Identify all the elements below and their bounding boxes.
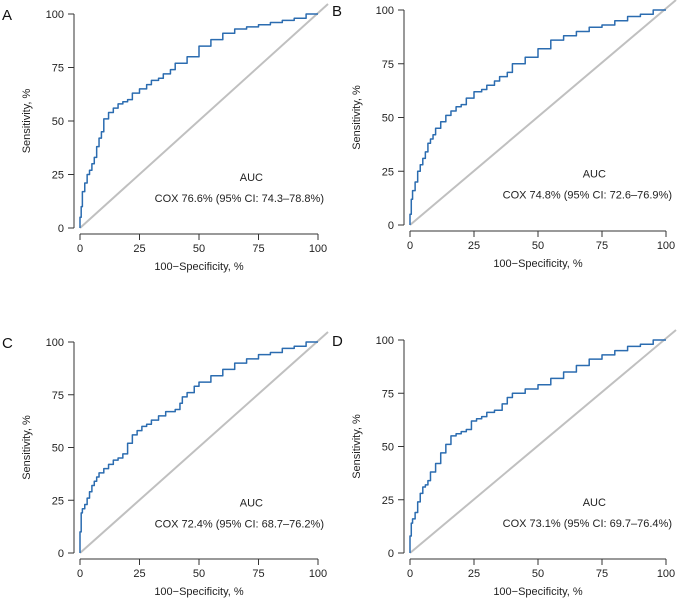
y-tick-label: 100 — [46, 337, 64, 349]
x-axis-label: 100−Specificity, % — [493, 586, 583, 598]
auc-text: COX 74.8% (95% CI: 72.6–76.9%) — [503, 190, 672, 202]
y-tick-label: 75 — [52, 63, 64, 75]
auc-title: AUC — [583, 169, 606, 181]
x-axis-label: 100−Specificity, % — [154, 261, 244, 273]
x-tick-label: 50 — [532, 240, 544, 252]
y-tick-label: 0 — [388, 220, 394, 232]
roc-curve — [409, 339, 666, 553]
y-axis-label: Sensitivity, % — [21, 415, 33, 480]
y-axis-label: Sensitivity, % — [351, 414, 363, 479]
x-tick-label: 100 — [657, 568, 675, 580]
x-tick-label: 25 — [468, 240, 480, 252]
y-tick-label: 0 — [388, 548, 394, 560]
y-tick-label: 75 — [52, 390, 64, 402]
roc-curve — [79, 341, 318, 553]
panel-label: C — [2, 335, 13, 352]
roc-curve — [79, 13, 318, 228]
panel-c: C 0 25 50 75 100 0 25 50 75 100 100−Specificity, % S… — [2, 331, 329, 598]
y-tick-label: 50 — [382, 113, 394, 125]
auc-title: AUC — [583, 497, 606, 509]
panel-label: B — [332, 3, 342, 20]
y-tick-label: 0 — [58, 548, 64, 560]
reference-line — [409, 329, 677, 554]
x-tick-label: 75 — [252, 243, 264, 255]
panel-d: D 0 25 50 75 100 0 25 50 75 100 100−Specificity, % S… — [332, 329, 677, 598]
y-tick-label: 25 — [52, 495, 64, 507]
x-tick-label: 50 — [193, 243, 205, 255]
y-tick-label: 50 — [382, 442, 394, 454]
x-tick-label: 0 — [77, 568, 83, 580]
x-tick-label: 100 — [309, 568, 327, 580]
x-tick-label: 0 — [407, 568, 413, 580]
reference-line — [79, 331, 329, 554]
auc-text: COX 72.4% (95% CI: 68.7–76.2%) — [155, 519, 324, 531]
x-tick-label: 75 — [252, 568, 264, 580]
auc-text: COX 76.6% (95% CI: 74.3–78.8%) — [155, 193, 324, 205]
panel-label: D — [332, 333, 343, 350]
x-tick-label: 25 — [468, 568, 480, 580]
auc-title: AUC — [240, 172, 263, 184]
auc-title: AUC — [240, 498, 263, 510]
x-tick-label: 50 — [532, 568, 544, 580]
y-tick-label: 75 — [382, 388, 394, 400]
panel-label: A — [2, 7, 12, 24]
x-tick-label: 50 — [193, 568, 205, 580]
x-tick-label: 0 — [77, 243, 83, 255]
y-tick-label: 0 — [58, 223, 64, 235]
x-axis-label: 100−Specificity, % — [493, 258, 583, 270]
x-tick-label: 0 — [407, 240, 413, 252]
roc-curve — [409, 9, 666, 225]
y-tick-label: 25 — [382, 495, 394, 507]
x-tick-label: 25 — [133, 243, 145, 255]
x-tick-label: 75 — [596, 240, 608, 252]
y-tick-label: 25 — [52, 170, 64, 182]
y-tick-label: 75 — [382, 59, 394, 71]
reference-line — [409, 0, 677, 226]
y-tick-label: 100 — [46, 9, 64, 21]
y-tick-label: 25 — [382, 166, 394, 178]
panel-b: B 0 25 50 75 100 0 25 50 75 100 100−Specificity, % S… — [332, 0, 677, 270]
y-tick-label: 100 — [376, 5, 394, 17]
y-tick-label: 50 — [52, 443, 64, 455]
panel-a: A 0 25 50 75 100 0 25 50 75 100 100−Specificity, % S… — [2, 3, 329, 273]
reference-line — [79, 3, 329, 229]
y-tick-label: 100 — [376, 335, 394, 347]
y-axis-label: Sensitivity, % — [21, 88, 33, 153]
x-axis-label: 100−Specificity, % — [154, 586, 244, 598]
x-tick-label: 75 — [596, 568, 608, 580]
y-axis-label: Sensitivity, % — [351, 85, 363, 150]
x-tick-label: 100 — [309, 243, 327, 255]
x-tick-label: 25 — [133, 568, 145, 580]
y-tick-label: 50 — [52, 116, 64, 128]
auc-text: COX 73.1% (95% CI: 69.7–76.4%) — [503, 518, 672, 530]
x-tick-label: 100 — [657, 240, 675, 252]
